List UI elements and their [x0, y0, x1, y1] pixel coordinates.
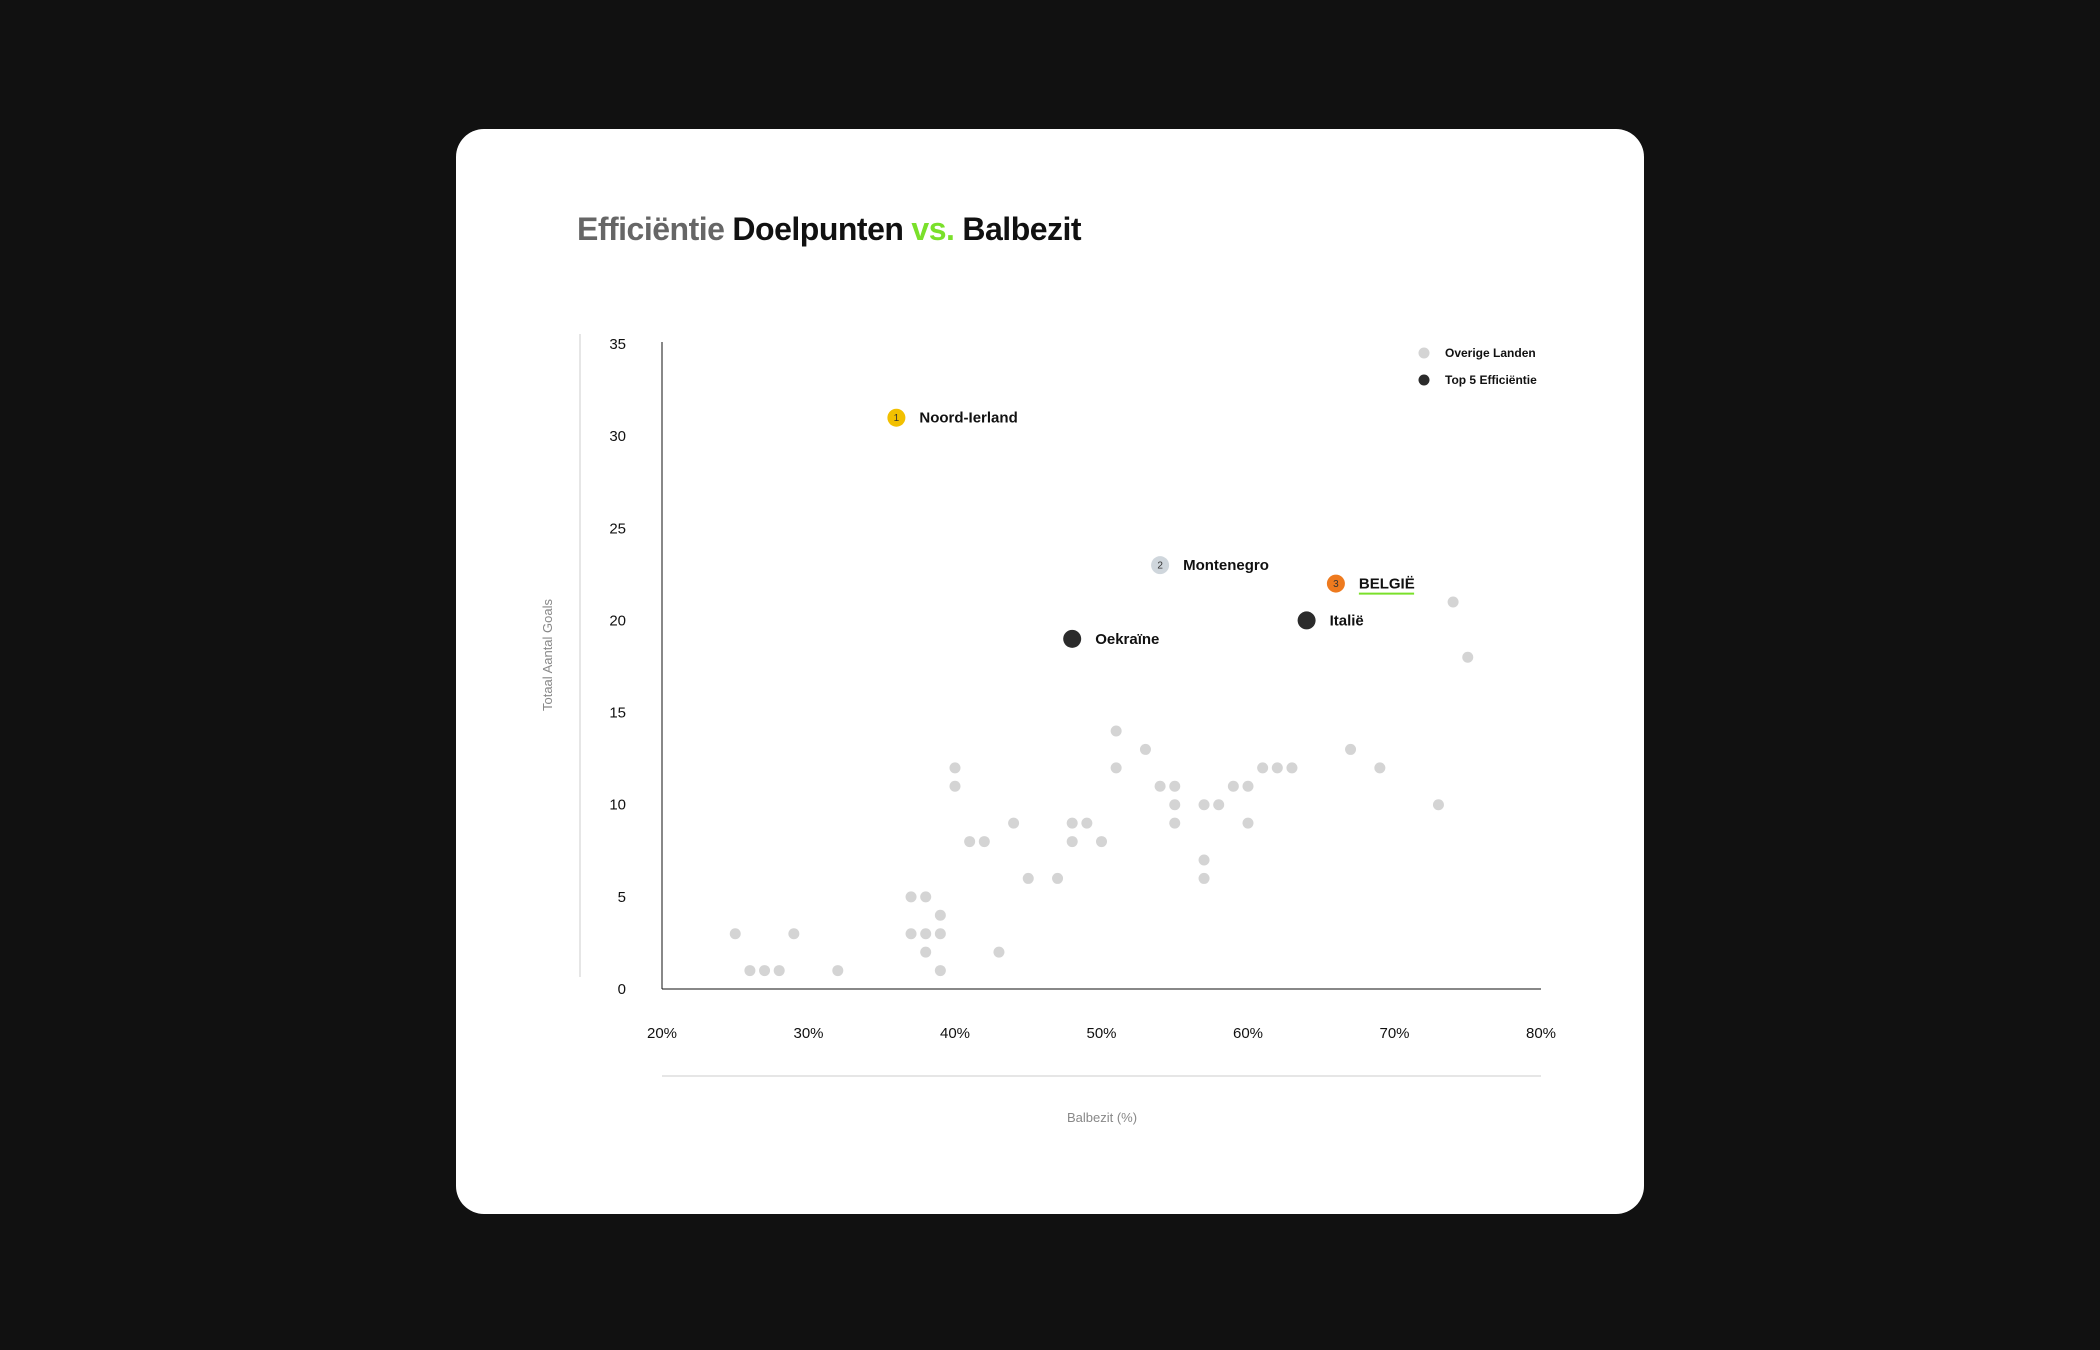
title-part-balbezit: Balbezit	[962, 211, 1082, 247]
y-axis-label: Totaal Aantal Goals	[540, 598, 555, 711]
data-point-top5	[1297, 611, 1316, 630]
data-point-other	[1286, 762, 1298, 774]
data-point-other	[1066, 836, 1078, 848]
data-point-other	[1110, 762, 1122, 774]
data-point-other	[1227, 780, 1239, 792]
data-point-other	[1198, 872, 1210, 884]
data-point-other	[905, 928, 917, 940]
rank-number: 3	[1333, 579, 1339, 590]
data-point-other	[1169, 780, 1181, 792]
data-point-other	[1198, 799, 1210, 811]
data-point-other	[1242, 817, 1254, 829]
legend-marker-top5	[1418, 374, 1430, 386]
data-point-other	[964, 836, 976, 848]
scatter-chart: 0 5 10 15 20 25 30 35 20% 30% 40% 50% 60% 70% 80% Totaa…	[540, 334, 1556, 1125]
rank-number: 1	[894, 413, 900, 424]
data-point-other	[1345, 743, 1357, 755]
legend-label-other: Overige Landen	[1445, 346, 1536, 360]
data-point-other	[1096, 836, 1107, 848]
data-point-other	[1139, 743, 1151, 755]
x-tick-label: 20%	[647, 1025, 677, 1042]
data-point-other	[934, 928, 946, 940]
data-point-other	[920, 946, 932, 958]
y-tick-label: 30	[609, 428, 626, 445]
data-point-other	[1242, 780, 1254, 792]
data-point-other	[744, 965, 756, 977]
data-point-other	[1447, 596, 1459, 608]
data-point-other	[773, 965, 785, 977]
y-tick-label: 20	[609, 612, 626, 629]
title-part-doelpunten: Doelpunten	[732, 211, 904, 247]
data-point-other	[1066, 817, 1078, 829]
data-point-other	[978, 836, 990, 848]
y-tick-label: 35	[609, 336, 626, 353]
data-point-other	[1110, 725, 1122, 737]
data-point-other	[1213, 799, 1225, 811]
data-point-other	[920, 928, 932, 940]
y-tick-label: 15	[609, 705, 626, 722]
data-point-other	[934, 965, 946, 977]
y-tick-label: 5	[618, 889, 626, 906]
data-point-other	[934, 909, 946, 921]
x-tick-label: 40%	[940, 1025, 970, 1042]
data-point-top5	[887, 408, 906, 427]
data-label: Montenegro	[1183, 557, 1269, 574]
data-point-other	[759, 965, 771, 977]
data-point-top5	[1326, 574, 1345, 593]
legend-label-top5: Top 5 Efficiëntie	[1445, 373, 1537, 387]
data-point-top5	[1063, 629, 1082, 648]
data-point-other	[1081, 817, 1093, 829]
data-label: BELGIË	[1359, 576, 1415, 593]
x-tick-label: 30%	[793, 1025, 823, 1042]
data-point-other	[1169, 799, 1181, 811]
data-point-other	[1462, 651, 1474, 663]
data-point-other	[1022, 872, 1034, 884]
title-part-efficientie: Efficiëntie	[577, 211, 725, 247]
data-point-other	[1169, 817, 1181, 829]
data-point-other	[1271, 762, 1283, 774]
data-point-other	[949, 762, 961, 774]
data-label: Noord-Ierland	[919, 410, 1017, 427]
rank-number: 2	[1157, 561, 1163, 572]
data-point-other	[949, 780, 961, 792]
data-point-other	[1008, 817, 1020, 829]
data-label: Oekraïne	[1095, 631, 1159, 648]
data-point-other	[1374, 762, 1386, 774]
data-point-other	[905, 891, 917, 903]
y-tick-label: 25	[609, 520, 626, 537]
data-point-other	[832, 965, 844, 977]
data-point-other	[1052, 872, 1064, 884]
data-point-other	[1432, 799, 1444, 811]
x-tick-label: 80%	[1526, 1025, 1556, 1042]
x-tick-label: 70%	[1379, 1025, 1409, 1042]
title-part-vs: vs.	[911, 211, 955, 247]
data-point-other	[1154, 780, 1166, 792]
data-point-other	[993, 946, 1005, 958]
x-tick-label: 60%	[1233, 1025, 1263, 1042]
data-point-other	[729, 928, 741, 940]
data-label: Italië	[1330, 612, 1364, 629]
data-point-other	[920, 891, 932, 903]
x-tick-label: 50%	[1086, 1025, 1116, 1042]
data-point-other	[1257, 762, 1269, 774]
chart-title: Efficiëntie Doelpunten vs. Balbezit	[577, 211, 1082, 248]
x-axis-label: Balbezit (%)	[1067, 1110, 1137, 1125]
data-point-other	[1198, 854, 1210, 866]
data-point-other	[788, 928, 800, 940]
y-tick-label: 10	[609, 797, 626, 814]
data-point-top5	[1151, 556, 1170, 575]
legend-marker-other	[1418, 347, 1430, 359]
y-tick-label: 0	[618, 981, 626, 998]
chart-card: Efficiëntie Doelpunten vs. Balbezit 0 5 10 15 2…	[456, 129, 1644, 1214]
